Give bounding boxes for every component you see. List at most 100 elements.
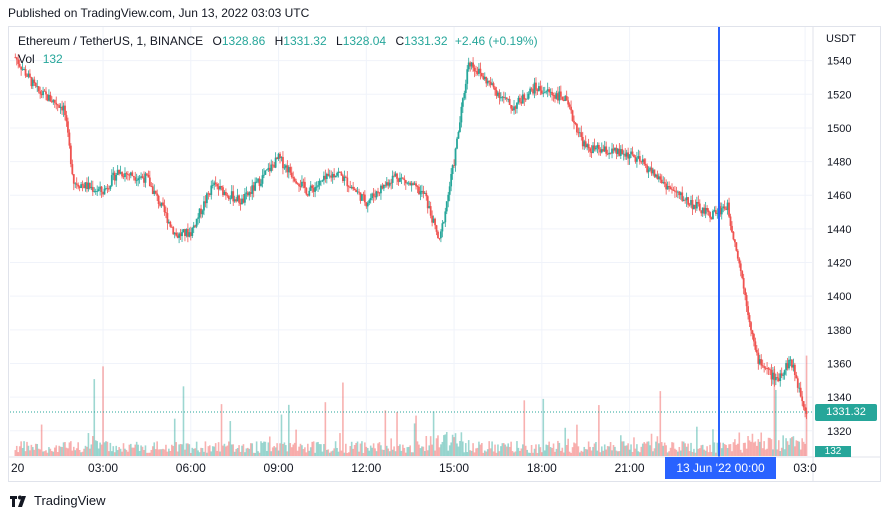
candle-body	[248, 192, 251, 196]
candle-body	[470, 62, 473, 67]
volume-bar	[83, 448, 85, 456]
volume-bar	[191, 447, 194, 456]
volume-bar	[216, 450, 218, 456]
volume-bar	[450, 442, 452, 456]
candle-body	[545, 91, 548, 93]
volume-bar	[428, 445, 431, 456]
candle-body	[758, 359, 761, 364]
volume-bar	[201, 448, 204, 456]
candle-body	[361, 194, 363, 201]
volume-bar	[406, 447, 409, 456]
volume-bar	[760, 432, 763, 456]
volume-bar	[210, 451, 213, 456]
candle-body	[290, 172, 293, 178]
volume-bar	[247, 447, 249, 456]
candle-body	[342, 175, 344, 181]
volume-bar	[722, 442, 724, 456]
candle-body	[494, 87, 496, 91]
volume-bar	[593, 443, 596, 456]
candle-body	[723, 206, 726, 209]
candle-body	[157, 195, 160, 205]
volume-bar	[113, 452, 116, 456]
candle-body	[154, 190, 157, 194]
candle-body	[695, 202, 698, 209]
volume-bar	[574, 443, 577, 456]
volume-bar	[245, 448, 248, 456]
volume-bar	[378, 442, 381, 456]
candle-body	[641, 159, 644, 163]
candle-body	[561, 96, 564, 100]
volume-bar	[49, 448, 52, 456]
volume-bar	[630, 444, 632, 456]
volume-bar	[690, 442, 692, 456]
candle-body	[772, 372, 774, 380]
candle-body	[312, 188, 315, 192]
currency-label[interactable]: USDT	[826, 33, 856, 45]
candle-body	[59, 106, 62, 108]
candle-body	[666, 185, 669, 190]
candle-body	[49, 94, 52, 102]
candle-body	[129, 172, 132, 176]
candle-body	[426, 196, 429, 209]
volume-bar	[232, 444, 235, 456]
volume-bar	[296, 450, 299, 456]
volume-bar	[90, 444, 93, 456]
candle-body	[700, 210, 703, 214]
volume-bar	[361, 441, 363, 456]
volume-bar	[173, 418, 176, 456]
volume-bar	[757, 439, 760, 456]
volume-bar	[510, 441, 512, 456]
candle-body	[679, 192, 682, 196]
volume-bar	[678, 446, 681, 456]
volume-bar	[375, 451, 378, 456]
candle-body	[716, 213, 719, 215]
volume-bar	[238, 445, 240, 456]
volume-bar	[333, 448, 335, 456]
candle-body	[267, 167, 270, 170]
candle-body	[482, 76, 485, 80]
volume-bar	[756, 445, 758, 456]
volume-bar	[222, 445, 224, 456]
candle-body	[176, 235, 179, 238]
volume-bar	[58, 445, 60, 456]
candle-body	[586, 144, 589, 148]
candle-body	[388, 182, 391, 186]
volume-bar	[508, 446, 511, 456]
candle-body	[216, 184, 219, 187]
price-tick-label: 1440	[827, 224, 851, 236]
time-tick-label: 15:00	[439, 461, 469, 475]
candle-body	[499, 97, 502, 99]
tradingview-brand[interactable]: TradingView	[10, 493, 106, 508]
volume-bar	[52, 451, 55, 456]
volume-bar	[516, 441, 518, 456]
volume-bar	[230, 444, 233, 456]
volume-bar	[704, 450, 707, 456]
candle-body	[476, 71, 479, 74]
candle-body	[640, 161, 643, 163]
volume-bar	[761, 448, 764, 456]
candle-body	[624, 153, 627, 157]
volume-bar	[149, 452, 151, 456]
candle-body	[309, 185, 312, 191]
candle-body	[609, 152, 612, 154]
candle-body	[50, 101, 53, 103]
volume-bar	[413, 423, 416, 456]
price-tick-label: 1520	[827, 89, 851, 101]
candle-body	[78, 186, 81, 188]
volume-bar	[672, 442, 675, 456]
volume-bar	[56, 452, 59, 456]
candle-body	[381, 185, 384, 189]
volume-bar	[71, 450, 74, 456]
candle-body	[742, 278, 745, 289]
volume-bar	[349, 446, 352, 456]
volume-bar	[726, 447, 729, 456]
candle-body	[475, 70, 477, 72]
volume-bar	[387, 448, 390, 456]
chart-frame[interactable]	[8, 26, 881, 482]
candle-body	[652, 169, 654, 174]
volume-bar	[788, 444, 790, 456]
candle-body	[186, 229, 189, 237]
volume-bar	[422, 446, 425, 456]
candle-body	[289, 167, 292, 173]
